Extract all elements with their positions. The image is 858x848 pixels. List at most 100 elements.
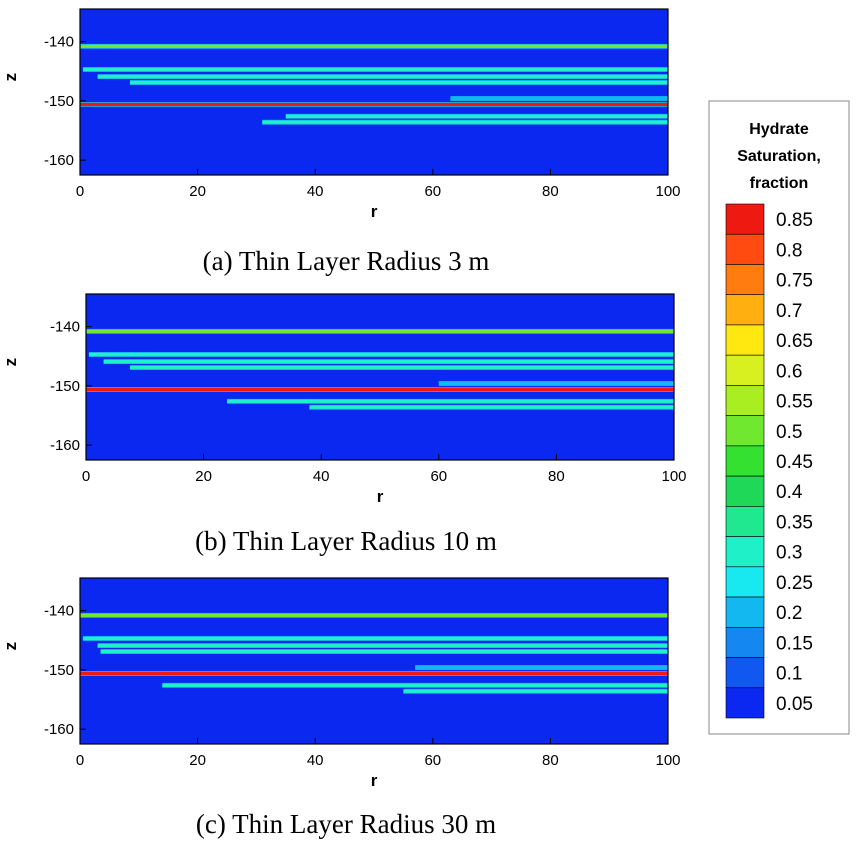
colorbar-swatch — [725, 445, 765, 477]
hydrate-layers — [86, 328, 675, 410]
y-tick-label: -140 — [44, 603, 74, 620]
hydrate-layer — [438, 381, 674, 386]
x-tick-label: 40 — [313, 468, 330, 485]
colorbar-swatch — [725, 415, 765, 447]
x-tick-label: 40 — [307, 183, 324, 200]
hydrate-layers — [80, 612, 668, 694]
colorbar-level-label: 0.7 — [776, 301, 802, 322]
hydrate-layer — [227, 399, 674, 403]
y-tick-label: -160 — [44, 721, 74, 738]
x-tick-label: 80 — [548, 468, 565, 485]
colorbar-swatch — [725, 657, 765, 689]
x-tick-label: 20 — [189, 183, 206, 200]
x-tick-label: 80 — [542, 183, 559, 200]
colorbar-level-label: 0.3 — [776, 543, 802, 564]
colorbar-swatch — [725, 385, 765, 416]
colorbar-level-label: 0.65 — [776, 331, 813, 352]
colorbar-swatch — [725, 475, 765, 507]
y-axis-label: z — [1, 73, 20, 82]
y-axis: -140 -150 -160 — [50, 319, 92, 454]
colorbar-labels: 0.85 0.8 0.75 0.7 0.65 0.6 0.55 0.5 0.45 0.4 0.35 0… — [776, 210, 813, 715]
x-axis: 0 20 40 60 80 100 — [76, 169, 681, 200]
colorbar-level-label: 0.25 — [776, 573, 813, 594]
legend-title-line-3: fraction — [750, 175, 809, 192]
plot-frame — [85, 293, 675, 461]
colorbar-level-label: 0.1 — [776, 664, 802, 685]
colorbar-level-label: 0.05 — [776, 694, 813, 715]
hydrate-layer — [450, 96, 668, 101]
legend-title-line-2: Saturation, — [737, 148, 821, 165]
panel-c: 0 20 40 60 80 100 -140 -150 -160 r z (c) Thin L… — [1, 577, 681, 839]
x-tick-label: 0 — [76, 183, 84, 200]
x-tick-label: 60 — [424, 752, 441, 769]
hydrate-layer — [86, 329, 674, 333]
colorbar-level-label: 0.6 — [776, 361, 802, 382]
hydrate-layer — [97, 643, 668, 648]
hydrate-layer — [80, 44, 668, 48]
plot-frame — [79, 577, 669, 745]
x-tick-label: 20 — [195, 468, 212, 485]
y-tick-label: -160 — [50, 437, 80, 454]
hydrate-layer — [88, 352, 674, 357]
colorbar-swatches — [725, 203, 765, 719]
hydrate-layers — [80, 43, 669, 125]
x-tick-label: 0 — [82, 468, 90, 485]
panel-a: 0 20 40 60 80 100 -140 -150 -160 r z (a) Thin L… — [1, 8, 681, 276]
hydrate-layer — [82, 67, 668, 72]
colorbar-swatch — [725, 233, 765, 265]
hydrate-layer — [129, 80, 669, 85]
y-tick-label: -140 — [50, 319, 80, 336]
colorbar-level-label: 0.8 — [776, 240, 802, 261]
hydrate-layer — [100, 649, 668, 654]
hydrate-layer — [80, 671, 668, 676]
x-axis: 0 20 40 60 80 100 — [82, 454, 687, 485]
x-tick-label: 40 — [307, 752, 324, 769]
hydrate-layer — [285, 114, 668, 118]
hydrate-layer — [80, 613, 668, 617]
plot-frame — [79, 8, 669, 176]
colorbar-swatch — [725, 294, 765, 326]
hydrate-layer — [82, 636, 668, 641]
hydrate-layer — [309, 405, 674, 409]
hydrate-layer — [162, 683, 668, 687]
x-tick-label: 100 — [655, 183, 680, 200]
panel-b: 0 20 40 60 80 100 -140 -150 -160 r z (b) Thin L… — [1, 293, 687, 556]
hydrate-layer — [403, 689, 668, 693]
colorbar-level-label: 0.45 — [776, 452, 813, 473]
colorbar-level-label: 0.15 — [776, 633, 813, 654]
colorbar-swatch — [725, 536, 765, 568]
colorbar-swatch — [725, 687, 765, 719]
colorbar-swatch — [725, 324, 765, 356]
colorbar-swatch — [725, 506, 765, 537]
legend-title-line-1: Hydrate — [749, 121, 809, 138]
colorbar-level-label: 0.75 — [776, 271, 813, 292]
plot-area — [80, 9, 668, 175]
colorbar-level-label: 0.85 — [776, 210, 813, 231]
colorbar-swatch — [725, 203, 765, 235]
y-tick-label: -150 — [50, 378, 80, 395]
colorbar-swatch — [725, 354, 765, 386]
colorbar-level-label: 0.2 — [776, 603, 802, 624]
hydrate-layer — [103, 359, 674, 364]
colorbar-legend: Hydrate Saturation, fraction 0.85 0.8 0.75… — [708, 100, 850, 735]
hydrate-layer — [415, 665, 668, 670]
y-tick-label: -140 — [44, 34, 74, 51]
x-tick-label: 20 — [189, 752, 206, 769]
colorbar-level-label: 0.35 — [776, 512, 813, 533]
panel-caption: (b) Thin Layer Radius 10 m — [195, 526, 497, 556]
x-tick-label: 100 — [655, 752, 680, 769]
x-axis-label: r — [371, 202, 378, 221]
x-tick-label: 0 — [76, 752, 84, 769]
colorbar-swatch — [725, 626, 765, 658]
colorbar-level-label: 0.5 — [776, 422, 802, 443]
y-tick-label: -160 — [44, 152, 74, 169]
colorbar-level-label: 0.4 — [776, 482, 803, 503]
panel-caption: (c) Thin Layer Radius 30 m — [196, 809, 496, 839]
x-tick-label: 60 — [430, 468, 447, 485]
panel-caption: (a) Thin Layer Radius 3 m — [203, 246, 490, 276]
x-tick-label: 60 — [424, 183, 441, 200]
plot-area — [80, 578, 668, 744]
colorbar-swatch — [725, 566, 765, 598]
x-tick-label: 100 — [661, 468, 686, 485]
